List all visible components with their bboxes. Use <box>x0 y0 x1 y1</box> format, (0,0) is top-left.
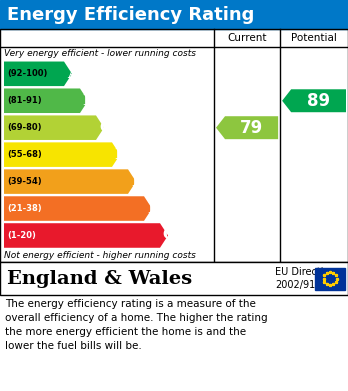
Polygon shape <box>4 196 152 221</box>
Bar <box>0 0 348 29</box>
Text: (55-68): (55-68) <box>7 150 42 159</box>
Polygon shape <box>4 223 168 248</box>
Text: Very energy efficient - lower running costs: Very energy efficient - lower running co… <box>4 49 196 58</box>
Text: Current: Current <box>227 33 267 43</box>
Text: E: E <box>131 175 143 188</box>
Polygon shape <box>4 88 88 113</box>
Bar <box>0 262 348 295</box>
Text: (1-20): (1-20) <box>7 231 36 240</box>
Text: (21-38): (21-38) <box>7 204 42 213</box>
Text: EU Directive
2002/91/EC: EU Directive 2002/91/EC <box>275 267 335 290</box>
Text: (69-80): (69-80) <box>7 123 41 132</box>
Text: The energy efficiency rating is a measure of the
overall efficiency of a home. T: The energy efficiency rating is a measur… <box>5 299 268 351</box>
Polygon shape <box>4 169 136 194</box>
Text: Energy Efficiency Rating: Energy Efficiency Rating <box>7 5 254 24</box>
Text: (92-100): (92-100) <box>7 69 47 78</box>
Text: (81-91): (81-91) <box>7 96 42 105</box>
Text: England & Wales: England & Wales <box>7 269 192 288</box>
Text: C: C <box>99 121 111 135</box>
Polygon shape <box>4 142 120 167</box>
Text: A: A <box>67 67 79 81</box>
Polygon shape <box>216 116 278 139</box>
Bar <box>0 29 348 262</box>
Text: B: B <box>82 94 95 108</box>
Text: Potential: Potential <box>291 33 337 43</box>
Text: D: D <box>114 148 128 161</box>
Text: F: F <box>148 201 158 215</box>
Text: 79: 79 <box>239 119 263 137</box>
Polygon shape <box>4 61 72 86</box>
Text: 89: 89 <box>307 92 330 110</box>
Text: Not energy efficient - higher running costs: Not energy efficient - higher running co… <box>4 251 196 260</box>
Polygon shape <box>4 115 104 140</box>
Polygon shape <box>282 89 346 112</box>
Bar <box>315 267 345 290</box>
Text: G: G <box>163 228 175 242</box>
Text: (39-54): (39-54) <box>7 177 42 186</box>
